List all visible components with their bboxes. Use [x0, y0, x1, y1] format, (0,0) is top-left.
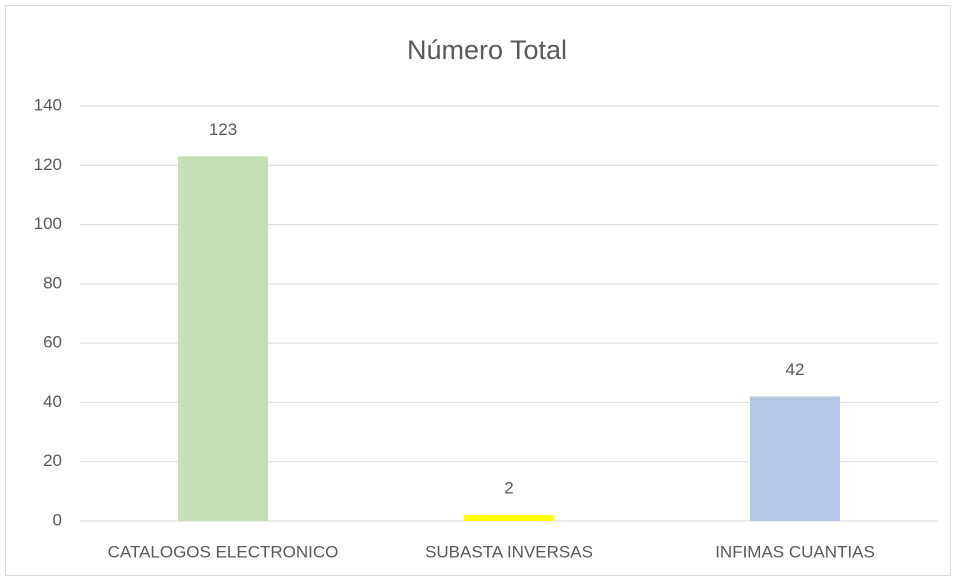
data-label: 2: [504, 479, 513, 498]
data-label: 123: [209, 120, 237, 139]
y-tick-label: 100: [34, 214, 62, 233]
y-tick-label: 40: [43, 392, 62, 411]
chart-title: Número Total: [407, 35, 567, 65]
bar: [464, 515, 554, 521]
data-label: 42: [786, 360, 805, 379]
x-tick-label: CATALOGOS ELECTRONICO: [108, 542, 339, 561]
y-tick-label: 120: [34, 155, 62, 174]
y-tick-label: 60: [43, 333, 62, 352]
bar: [750, 396, 840, 521]
x-tick-label: INFIMAS CUANTIAS: [715, 542, 875, 561]
y-tick-label: 80: [43, 273, 62, 292]
bar: [178, 156, 268, 521]
x-tick-label: SUBASTA INVERSAS: [425, 542, 593, 561]
y-tick-label: 20: [43, 451, 62, 470]
y-tick-label: 140: [34, 95, 62, 114]
y-tick-label: 0: [53, 510, 62, 529]
